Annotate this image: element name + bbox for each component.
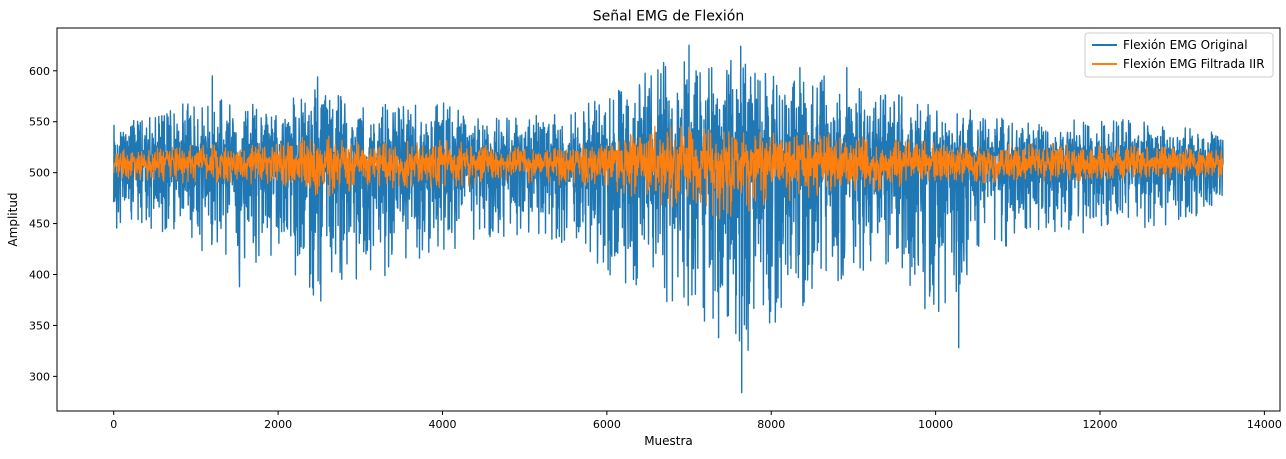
chart-title: Señal EMG de Flexión (593, 9, 744, 25)
y-tick-label-3: 450 (29, 218, 50, 231)
y-tick-label-2: 400 (29, 269, 50, 282)
y-tick-label-0: 300 (29, 370, 50, 383)
x-tick-label-7: 14000 (1247, 418, 1282, 431)
x-tick-label-1: 2000 (264, 418, 292, 431)
x-tick-label-6: 12000 (1083, 418, 1118, 431)
series-line-original (113, 44, 1224, 394)
x-tick-label-3: 6000 (593, 418, 621, 431)
legend-label-original: Flexión EMG Original (1123, 38, 1248, 52)
legend-box (1084, 32, 1274, 78)
y-tick-label-4: 500 (29, 167, 50, 180)
x-tick-label-2: 4000 (428, 418, 456, 431)
legend-label-filtered: Flexión EMG Filtrada IIR (1123, 57, 1265, 71)
legend: Flexión EMG Original Flexión EMG Filtrad… (1084, 32, 1274, 78)
y-tick-label-6: 600 (29, 65, 50, 78)
series-line-filtered (113, 125, 1224, 220)
y-tick-label-1: 350 (29, 319, 50, 332)
x-tick-label-4: 8000 (757, 418, 785, 431)
y-axis-label: Amplitud (6, 192, 20, 246)
x-tick-label-5: 10000 (918, 418, 953, 431)
y-axis: 300 350 400 450 500 550 600 (29, 65, 57, 383)
plot-frame (56, 27, 1281, 412)
y-tick-label-5: 550 (29, 116, 50, 129)
x-axis-label: Muestra (644, 434, 693, 448)
x-tick-label-0: 0 (110, 418, 117, 431)
plot-area (113, 44, 1224, 394)
x-axis: 0 2000 4000 6000 8000 10000 12000 14000 (110, 411, 1282, 431)
